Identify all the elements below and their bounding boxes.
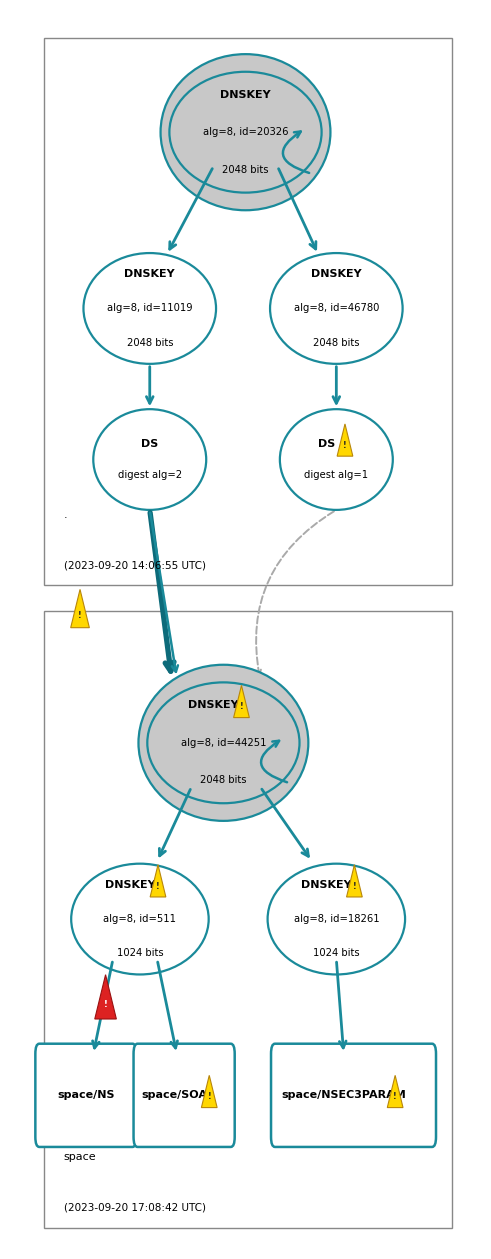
FancyBboxPatch shape xyxy=(134,1044,235,1147)
Text: 2048 bits: 2048 bits xyxy=(313,337,359,347)
Text: space/NSEC3PARAM: space/NSEC3PARAM xyxy=(281,1090,406,1100)
Text: alg=8, id=511: alg=8, id=511 xyxy=(104,914,176,924)
Text: DNSKEY: DNSKEY xyxy=(311,269,362,279)
Text: alg=8, id=44251: alg=8, id=44251 xyxy=(181,738,266,748)
FancyBboxPatch shape xyxy=(44,611,452,1228)
Ellipse shape xyxy=(71,864,209,974)
Ellipse shape xyxy=(268,864,405,974)
Text: !: ! xyxy=(208,1093,211,1102)
Text: !: ! xyxy=(104,1000,108,1008)
Ellipse shape xyxy=(169,72,322,193)
Polygon shape xyxy=(387,1075,403,1108)
Ellipse shape xyxy=(83,253,216,364)
Text: digest alg=2: digest alg=2 xyxy=(118,470,182,480)
Text: !: ! xyxy=(156,881,160,891)
Text: space/NS: space/NS xyxy=(57,1090,115,1100)
Polygon shape xyxy=(337,424,353,456)
Ellipse shape xyxy=(161,54,330,210)
Polygon shape xyxy=(201,1075,217,1108)
Text: alg=8, id=46780: alg=8, id=46780 xyxy=(294,303,379,313)
Polygon shape xyxy=(71,589,89,628)
Text: 1024 bits: 1024 bits xyxy=(313,948,359,958)
Text: DNSKEY: DNSKEY xyxy=(124,269,175,279)
Text: (2023-09-20 17:08:42 UTC): (2023-09-20 17:08:42 UTC) xyxy=(64,1202,206,1212)
Text: !: ! xyxy=(343,441,347,449)
FancyBboxPatch shape xyxy=(35,1044,136,1147)
Text: DS: DS xyxy=(141,439,159,449)
Text: DS: DS xyxy=(318,439,335,449)
Polygon shape xyxy=(234,685,249,718)
Text: space: space xyxy=(64,1152,96,1162)
Text: !: ! xyxy=(78,611,82,619)
Polygon shape xyxy=(347,865,362,896)
Text: !: ! xyxy=(353,881,356,891)
Ellipse shape xyxy=(93,409,206,510)
Text: DNSKEY: DNSKEY xyxy=(188,700,239,710)
Polygon shape xyxy=(95,974,116,1019)
Text: alg=8, id=11019: alg=8, id=11019 xyxy=(107,303,192,313)
Text: DNSKEY: DNSKEY xyxy=(301,880,352,890)
Text: !: ! xyxy=(240,703,243,711)
Text: DNSKEY: DNSKEY xyxy=(220,89,271,99)
FancyBboxPatch shape xyxy=(271,1044,436,1147)
Text: digest alg=1: digest alg=1 xyxy=(304,470,368,480)
Text: !: ! xyxy=(393,1093,397,1102)
Text: 2048 bits: 2048 bits xyxy=(222,165,269,175)
Text: 1024 bits: 1024 bits xyxy=(117,948,163,958)
Ellipse shape xyxy=(280,409,393,510)
Ellipse shape xyxy=(147,682,300,803)
Text: 2048 bits: 2048 bits xyxy=(127,337,173,347)
Text: .: . xyxy=(64,510,67,520)
Ellipse shape xyxy=(270,253,403,364)
Text: DNSKEY: DNSKEY xyxy=(105,880,156,890)
Text: space/SOA: space/SOA xyxy=(141,1090,207,1100)
Text: alg=8, id=18261: alg=8, id=18261 xyxy=(294,914,379,924)
FancyBboxPatch shape xyxy=(44,38,452,585)
Text: (2023-09-20 14:06:55 UTC): (2023-09-20 14:06:55 UTC) xyxy=(64,560,206,570)
Text: alg=8, id=20326: alg=8, id=20326 xyxy=(203,127,288,137)
Polygon shape xyxy=(150,865,166,896)
Ellipse shape xyxy=(138,665,308,821)
Text: 2048 bits: 2048 bits xyxy=(200,776,246,786)
